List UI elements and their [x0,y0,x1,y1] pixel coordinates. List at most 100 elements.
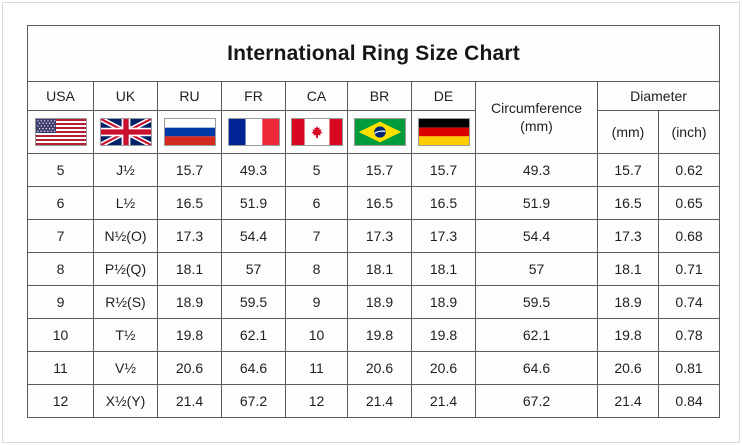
table-row: 8 P½(Q) 18.1 57 8 18.1 18.1 57 18.1 0.71 [27,252,721,286]
cell-ru: 16.5 [157,186,222,220]
flag-russia-icon [163,118,216,146]
cell-fr: 51.9 [221,186,286,220]
flag-cell-canada [285,110,348,154]
col-header-diameter-inch: (inch) [657,110,721,154]
cell-ru: 18.1 [157,252,222,286]
cell-uk: J½ [93,153,158,187]
cell-dia_inch: 0.84 [657,384,721,418]
col-header-de: DE [411,81,476,111]
cell-br: 20.6 [347,351,412,385]
cell-uk: T½ [93,318,158,352]
cell-br: 17.3 [347,219,412,253]
cell-ca: 8 [285,252,348,286]
cell-dia_mm: 18.1 [597,252,659,286]
cell-dia_inch: 0.71 [657,252,721,286]
cell-dia_mm: 21.4 [597,384,659,418]
circumference-unit: (mm) [520,117,553,134]
col-header-diameter: Diameter [596,81,721,111]
cell-dia_mm: 17.3 [597,219,659,253]
flag-cell-france [221,110,286,154]
flag-france-icon [227,118,280,146]
cell-br: 18.1 [347,252,412,286]
cell-br: 16.5 [347,186,412,220]
table-row: 5 J½ 15.7 49.3 5 15.7 15.7 49.3 15.7 0.62 [27,153,721,187]
col-header-usa: USA [27,81,94,111]
col-header-fr: FR [221,81,286,111]
cell-dia_mm: 19.8 [597,318,659,352]
title-row: International Ring Size Chart [26,25,721,82]
cell-ca: 12 [285,384,348,418]
col-header-br: BR [347,81,412,111]
flag-header-row: (mm) (inch) [27,110,721,154]
cell-dia_inch: 0.78 [657,318,721,352]
cell-br: 19.8 [347,318,412,352]
cell-dia_inch: 0.68 [657,219,721,253]
ring-size-table: International Ring Size Chart USA UK RU … [26,25,721,418]
cell-uk: P½(Q) [93,252,158,286]
table-row: 7 N½(O) 17.3 54.4 7 17.3 17.3 54.4 17.3 0.68 [27,219,721,253]
cell-dia_mm: 15.7 [597,153,659,187]
page-title: International Ring Size Chart [26,25,721,82]
cell-fr: 67.2 [221,384,286,418]
cell-usa: 6 [27,186,94,220]
cell-dia_mm: 16.5 [597,186,659,220]
cell-circ_mm: 49.3 [475,153,598,187]
cell-circ_mm: 59.5 [475,285,598,319]
cell-uk: N½(O) [93,219,158,253]
circumference-label: Circumference [490,100,583,116]
cell-ca: 7 [285,219,348,253]
flag-cell-germany [411,110,476,154]
cell-ca: 11 [285,351,348,385]
cell-circ_mm: 51.9 [475,186,598,220]
cell-br: 18.9 [347,285,412,319]
cell-de: 15.7 [411,153,476,187]
cell-circ_mm: 67.2 [475,384,598,418]
cell-dia_inch: 0.74 [657,285,721,319]
cell-ru: 17.3 [157,219,222,253]
col-header-ca: CA [285,81,348,111]
cell-usa: 7 [27,219,94,253]
cell-usa: 8 [27,252,94,286]
cell-br: 21.4 [347,384,412,418]
cell-dia_mm: 20.6 [597,351,659,385]
col-header-ru: RU [157,81,222,111]
cell-de: 19.8 [411,318,476,352]
flag-brazil-icon [353,118,406,146]
col-header-diameter-mm: (mm) [597,110,659,154]
cell-ru: 18.9 [157,285,222,319]
cell-fr: 62.1 [221,318,286,352]
cell-fr: 54.4 [221,219,286,253]
cell-usa: 12 [27,384,94,418]
cell-de: 21.4 [411,384,476,418]
cell-fr: 59.5 [221,285,286,319]
cell-de: 18.1 [411,252,476,286]
cell-de: 20.6 [411,351,476,385]
flag-canada-icon [290,118,343,146]
flag-cell-brazil [347,110,412,154]
cell-de: 17.3 [411,219,476,253]
table-row: 9 R½(S) 18.9 59.5 9 18.9 18.9 59.5 18.9 0.74 [27,285,721,319]
cell-ca: 6 [285,186,348,220]
cell-ru: 19.8 [157,318,222,352]
cell-uk: L½ [93,186,158,220]
cell-ru: 15.7 [157,153,222,187]
cell-de: 16.5 [411,186,476,220]
cell-circ_mm: 57 [475,252,598,286]
cell-uk: V½ [93,351,158,385]
cell-fr: 49.3 [221,153,286,187]
flag-cell-uk [93,110,158,154]
cell-uk: R½(S) [93,285,158,319]
cell-dia_inch: 0.81 [657,351,721,385]
cell-circ_mm: 62.1 [475,318,598,352]
flag-uk-icon [99,118,152,146]
cell-dia_mm: 18.9 [597,285,659,319]
cell-ru: 20.6 [157,351,222,385]
country-code-header-row: USA UK RU FR CA BR DE Circumference (mm)… [27,81,721,154]
col-header-uk: UK [93,81,158,111]
cell-de: 18.9 [411,285,476,319]
cell-usa: 10 [27,318,94,352]
table-row: 10 T½ 19.8 62.1 10 19.8 19.8 62.1 19.8 0.78 [27,318,721,352]
cell-dia_inch: 0.62 [657,153,721,187]
cell-ru: 21.4 [157,384,222,418]
table-row: 12 X½(Y) 21.4 67.2 12 21.4 21.4 67.2 21.4 0.84 [27,384,721,418]
